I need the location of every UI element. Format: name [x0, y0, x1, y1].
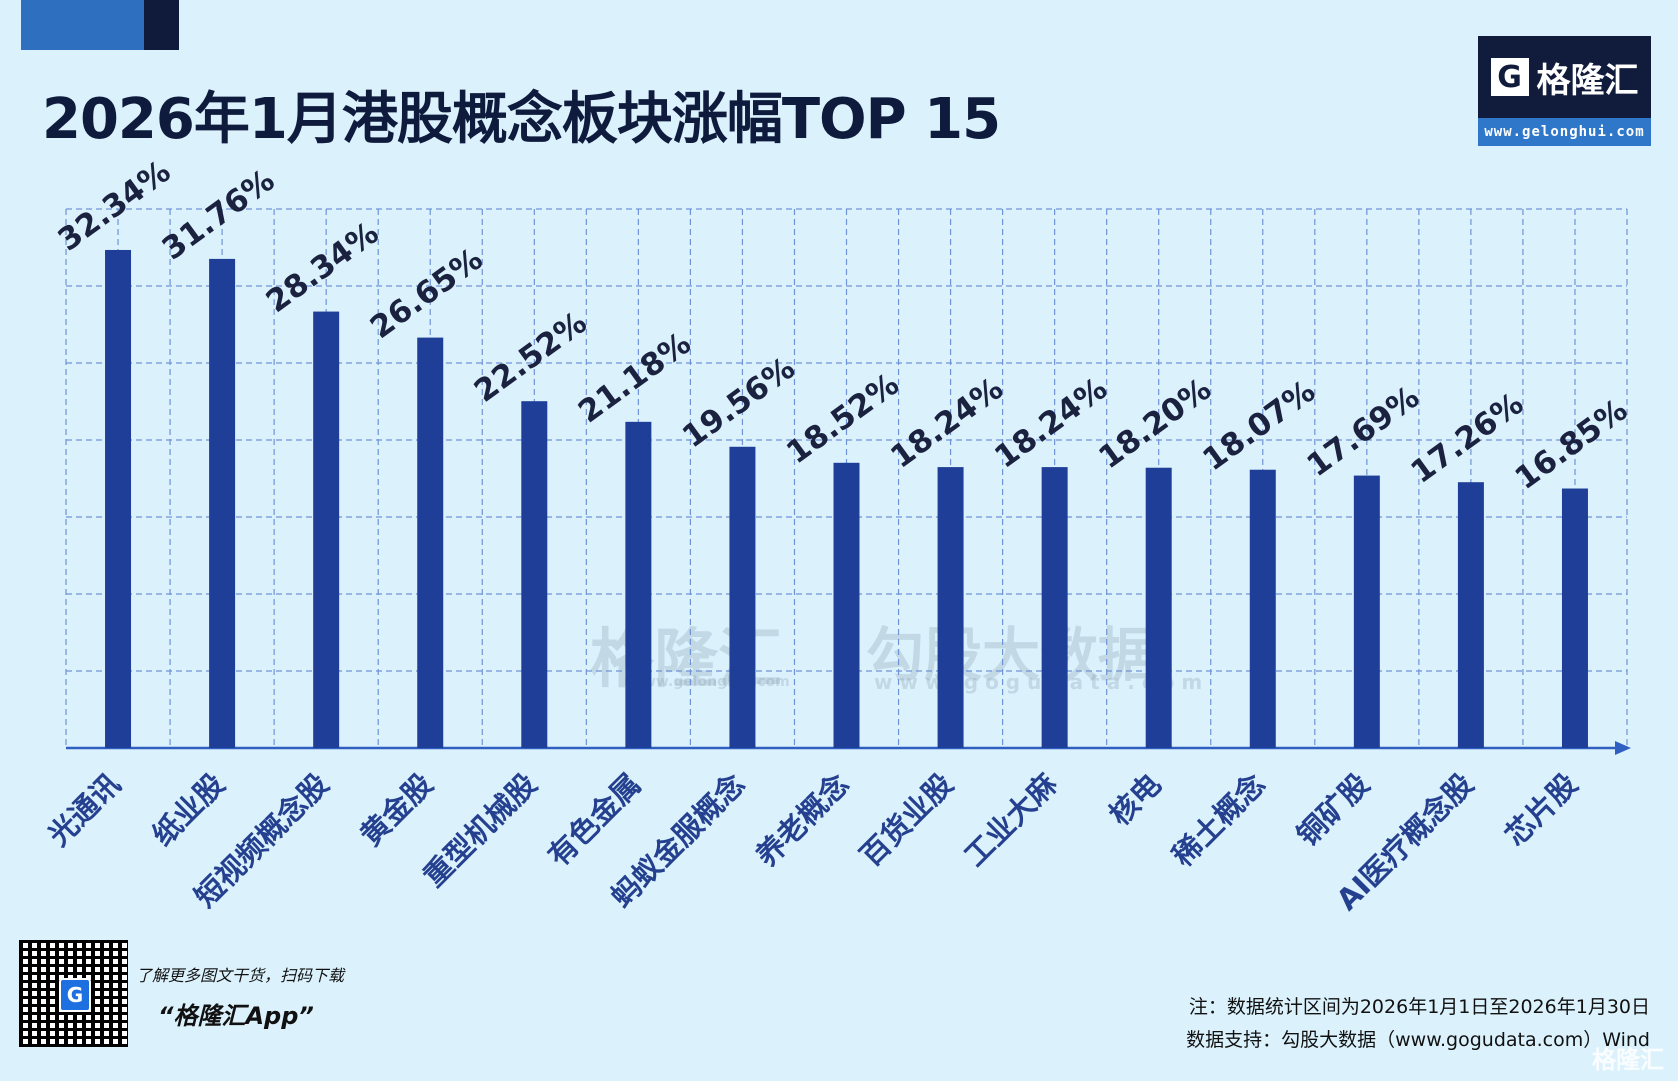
category-label: 重型机械股	[417, 767, 544, 894]
bar	[1249, 469, 1276, 748]
bar	[1041, 467, 1068, 748]
bar	[313, 311, 340, 748]
header-decoration-dark	[144, 0, 179, 50]
gelonghui-g-icon: G	[1490, 58, 1529, 96]
category-label: 工业大麻	[958, 766, 1065, 873]
data-label: 17.26%	[1404, 386, 1530, 491]
category-label: 铜矿股	[1290, 767, 1376, 853]
category-label: 黄金股	[354, 767, 440, 853]
x-axis-arrow-icon	[1615, 741, 1631, 755]
data-label: 28.34%	[260, 215, 386, 320]
bar	[625, 421, 652, 748]
bar	[521, 401, 548, 748]
bar	[729, 446, 756, 748]
category-label: 稀土概念	[1166, 767, 1272, 873]
data-label: 18.52%	[780, 366, 906, 471]
qr-code-icon: G	[19, 940, 128, 1047]
data-label: 26.65%	[364, 241, 490, 346]
data-label: 17.69%	[1300, 379, 1426, 484]
logo-name: 格隆汇	[1536, 60, 1639, 101]
data-label: 18.24%	[988, 371, 1114, 476]
promo-line: 了解更多图文干货，扫码下载	[136, 966, 345, 985]
corner-watermark: 格隆汇	[1592, 1046, 1664, 1074]
app-name: “格隆汇App”	[158, 1002, 314, 1030]
category-label: 纸业股	[145, 767, 231, 853]
bar	[417, 337, 444, 748]
chart-title: 2026年1月港股概念板块涨幅TOP 15	[42, 87, 1001, 152]
logo-url: www.gelonghui.com	[1478, 118, 1651, 146]
bar	[937, 467, 964, 748]
bar	[1145, 467, 1172, 748]
bar	[1561, 488, 1588, 748]
category-label: 芯片股	[1498, 767, 1584, 853]
bar	[1353, 475, 1380, 748]
category-label: 百货业股	[853, 767, 959, 873]
data-label: 18.07%	[1196, 373, 1322, 478]
date-range-note: 注：数据统计区间为2026年1月1日至2026年1月30日	[1188, 996, 1650, 1018]
category-label: 有色金属	[541, 767, 647, 873]
bar	[105, 249, 132, 749]
data-label: 16.85%	[1509, 392, 1635, 497]
data-label: 21.18%	[572, 325, 698, 430]
bar	[1457, 482, 1484, 748]
bar	[209, 258, 236, 748]
gelonghui-logo: G 格隆汇 www.gelonghui.com	[1478, 36, 1651, 146]
category-label: 养老概念	[749, 767, 855, 873]
data-source: 数据支持：勾股大数据（www.gogudata.com）Wind	[1186, 1029, 1650, 1051]
data-label: 22.52%	[468, 305, 594, 410]
data-label: 31.76%	[156, 162, 282, 267]
bar	[833, 462, 860, 748]
header-decoration-blue	[21, 0, 144, 50]
data-label: 18.20%	[1092, 371, 1218, 476]
data-label: 18.24%	[884, 371, 1010, 476]
category-label: 光通讯	[41, 767, 127, 853]
qr-logo-icon: G	[59, 978, 91, 1012]
watermark-gogudata: 勾股大数据	[866, 621, 1157, 689]
category-label: 核电	[1103, 767, 1168, 832]
